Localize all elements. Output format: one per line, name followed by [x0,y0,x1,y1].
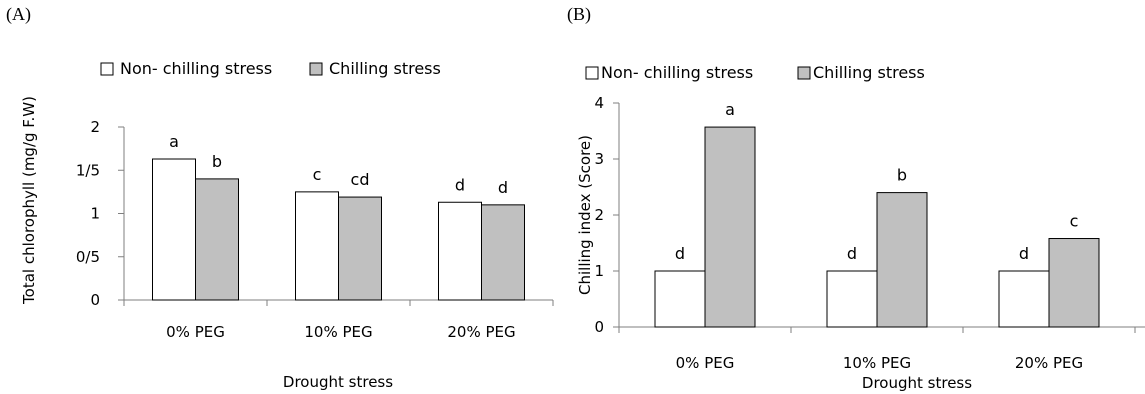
bar-significance-label: d [675,244,685,263]
y-tick-label: 1 [594,262,604,280]
y-tick-label: 0/5 [76,248,100,266]
bar-significance-label: b [212,152,222,171]
y-tick-label: 1/5 [76,161,100,179]
bar-significance-label: a [725,100,735,119]
category-label: 10% PEG [843,354,911,372]
bar [338,196,382,301]
x-axis-title: Drought stress [283,373,393,391]
bar-significance-label: d [498,178,508,197]
y-tick-label: 1 [90,205,100,223]
y-axis-title: Chilling index (Score) [576,135,594,295]
bar-significance-label: cd [351,170,370,189]
panel-label: (A) [6,4,31,25]
legend-swatch [100,62,114,76]
bar [1048,238,1100,328]
y-tick-label: 2 [90,118,100,136]
bar-significance-label: d [455,175,465,194]
bar [654,270,706,328]
y-tick-label: 0 [90,291,100,309]
bar-significance-label: d [1019,244,1029,263]
bar [195,178,239,301]
legend-swatch [309,62,323,76]
bar [438,201,482,301]
y-tick-label: 0 [594,318,604,336]
bar [998,270,1050,328]
legend-label: Chilling stress [329,59,441,78]
bar [876,192,928,328]
bar [704,126,756,328]
category-label: 20% PEG [447,323,515,341]
category-label: 20% PEG [1015,354,1083,372]
panel-label: (B) [567,4,591,25]
bar [295,191,339,301]
y-tick-label: 4 [594,94,604,112]
bar [481,204,525,301]
category-label: 0% PEG [166,323,225,341]
bar [826,270,878,328]
legend-swatch [797,66,811,80]
y-axis-title: Total chlorophyll (mg/g F.W) [20,96,38,305]
category-label: 10% PEG [304,323,372,341]
category-label: 0% PEG [676,354,735,372]
bar [152,158,196,301]
legend-label: Non- chilling stress [601,63,753,82]
bar-significance-label: d [847,244,857,263]
bar-significance-label: b [897,166,907,185]
bar-significance-label: c [1070,212,1079,231]
legend-swatch [585,66,599,80]
bar-significance-label: a [169,132,179,151]
y-tick-label: 3 [594,150,604,168]
y-tick-label: 2 [594,206,604,224]
x-axis-title: Drought stress [862,374,972,392]
bar-significance-label: c [313,165,322,184]
legend-label: Non- chilling stress [120,59,272,78]
legend-label: Chilling stress [813,63,925,82]
